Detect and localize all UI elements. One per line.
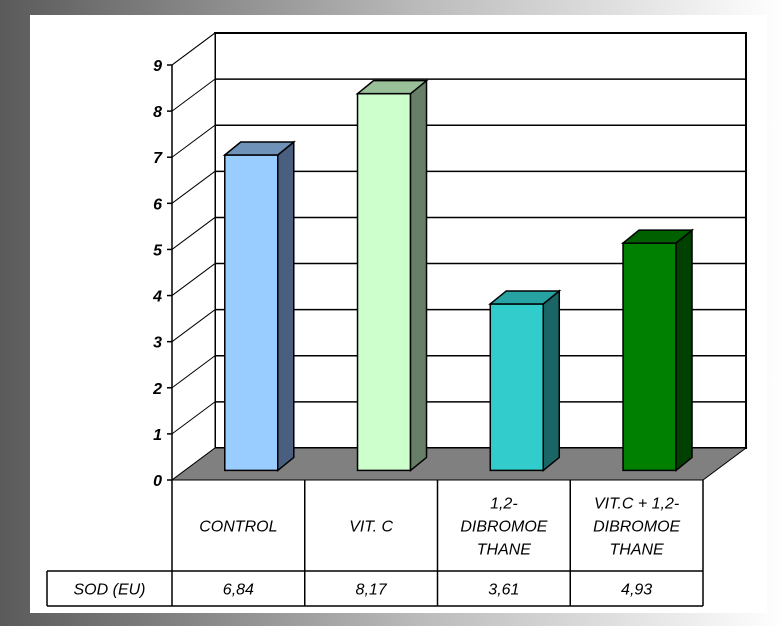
side-gridline [171, 217, 216, 250]
category-label-line: DIBROMOE [593, 519, 680, 536]
category-label: CONTROL [199, 519, 277, 536]
category-label-line: 1,2- [490, 496, 518, 513]
bar-top [355, 79, 429, 95]
category-label: VIT.C + 1,2- DIBROMOE THANE [593, 496, 680, 559]
category-label-line: VIT. C [349, 519, 393, 536]
bar [622, 242, 677, 472]
bar [489, 303, 545, 472]
y-tick-label: 1 [153, 427, 162, 444]
bar-side [277, 140, 295, 472]
bar [356, 92, 412, 472]
bar-side [409, 79, 428, 472]
side-gridline [171, 78, 216, 112]
series-name: SOD (EU) [74, 582, 146, 599]
y-axis: 0 1 2 3 4 5 6 7 8 9 [152, 58, 173, 490]
y-tick-label: 8 [153, 104, 162, 121]
bar [224, 154, 279, 472]
bars [222, 79, 695, 472]
data-label: 6,84 [223, 582, 254, 599]
bar-top [488, 290, 562, 305]
side-gridline [171, 124, 216, 158]
y-tick-label: 9 [153, 58, 162, 75]
y-tick-label: 6 [153, 196, 162, 213]
category-label-line: THANE [477, 542, 532, 559]
y-tick-label: 5 [153, 242, 163, 259]
side-gridline [171, 263, 216, 296]
y-tick-label: 7 [153, 150, 163, 167]
category-label-line: THANE [610, 542, 665, 559]
y-tick-label: 4 [152, 289, 162, 306]
data-label: 3,61 [488, 582, 519, 599]
bar-top [620, 229, 695, 244]
bar-side [542, 289, 561, 472]
y-tick-label: 0 [153, 473, 162, 490]
side-gridline [171, 309, 216, 343]
y-tick-label: 3 [153, 335, 162, 352]
category-label-line: VIT.C + 1,2- [594, 496, 679, 513]
category-label-line: DIBROMOE [460, 519, 547, 536]
side-gridline [171, 401, 216, 435]
bar-side [675, 228, 693, 472]
category-label: 1,2- DIBROMOE THANE [460, 496, 547, 559]
data-label: 4,93 [621, 582, 652, 599]
data-label: 8,17 [356, 582, 388, 599]
side-gridline [171, 355, 216, 389]
floor [170, 447, 748, 481]
category-label: VIT. C [349, 519, 393, 536]
category-label-line: CONTROL [199, 519, 277, 536]
side-gridline [171, 32, 216, 66]
y-tick-label: 2 [152, 381, 162, 398]
side-gridline [171, 170, 216, 204]
bar-top [222, 141, 296, 156]
side-wall [171, 32, 216, 481]
